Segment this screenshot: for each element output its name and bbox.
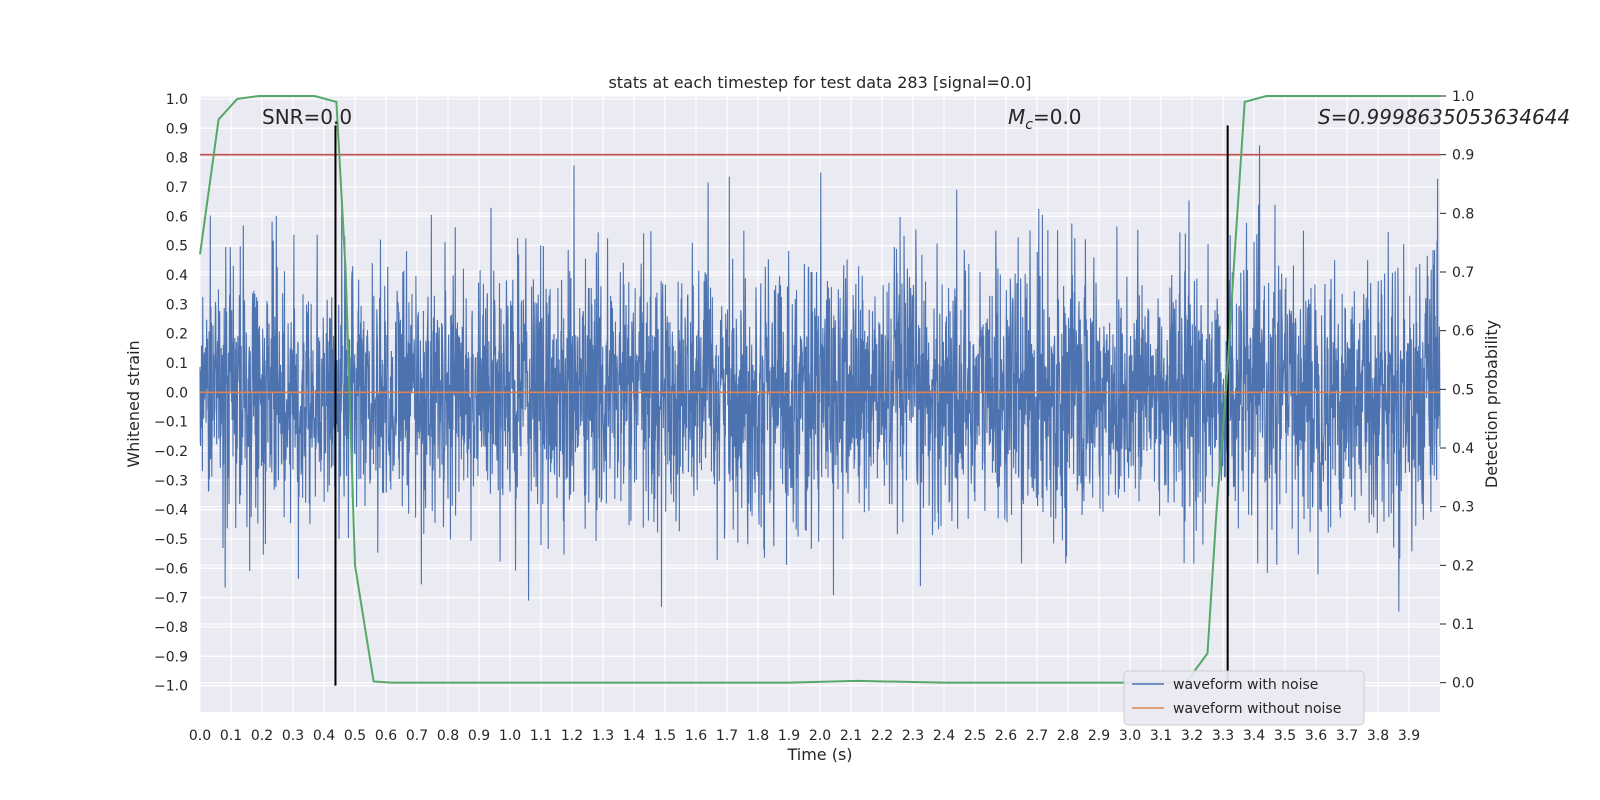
s-annotation: S=0.9998635053634644 [1318, 105, 1570, 129]
x-tick-label: 3.8 [1367, 728, 1389, 744]
x-tick-label: 3.3 [1212, 728, 1234, 744]
waveform-with-noise-series [199, 145, 1441, 612]
y2-tick-label: 1.0 [1452, 89, 1474, 105]
x-tick-label: 3.7 [1336, 728, 1358, 744]
snr-annotation: SNR=0.0 [262, 105, 352, 129]
x-tick-label: 1.0 [499, 728, 521, 744]
y-tick-label: 0.7 [166, 180, 188, 196]
chart-title: stats at each timestep for test data 283… [608, 73, 1031, 92]
x-tick-label: 0.6 [375, 728, 397, 744]
x-tick-label: 2.3 [902, 728, 924, 744]
y2-tick-label: 0.1 [1452, 617, 1474, 633]
y-tick-label: 0.8 [166, 151, 188, 167]
x-axis-label: Time (s) [786, 745, 852, 764]
x-tick-label: 2.6 [995, 728, 1017, 744]
x-tick-label: 1.5 [654, 728, 676, 744]
y2-axis-ticks: 1.0 0.9 0.8 0.7 0.6 0.5 0.4 0.3 0.2 0.1 0.0 [1440, 89, 1474, 692]
x-tick-label: 2.2 [871, 728, 893, 744]
y-tick-label: 0.2 [166, 327, 188, 343]
y-tick-label: −0.5 [154, 532, 188, 548]
y-tick-label: −0.2 [154, 444, 188, 460]
noise-waveform-line [199, 145, 1441, 612]
y-tick-label: −0.6 [154, 561, 188, 577]
x-tick-label: 3.9 [1398, 728, 1420, 744]
probability-line [199, 95, 1440, 684]
y-tick-label: −0.1 [154, 415, 188, 431]
y2-tick-label: 0.0 [1452, 676, 1474, 692]
x-tick-label: 0.4 [313, 728, 335, 744]
y2-tick-label: 0.6 [1452, 324, 1474, 340]
x-tick-label: 3.6 [1305, 728, 1327, 744]
y-tick-label: −0.8 [154, 620, 188, 636]
x-tick-label: 2.7 [1026, 728, 1048, 744]
x-tick-label: 1.7 [716, 728, 738, 744]
x-tick-label: 0.5 [344, 728, 366, 744]
x-axis-ticks: 0.0 0.1 0.2 0.3 0.4 0.5 0.6 0.7 0.8 0.9 1.0 1.1 1.2 1… [189, 728, 1420, 744]
y2-tick-label: 0.5 [1452, 382, 1474, 398]
marker-lines [334, 125, 1229, 686]
x-tick-label: 2.9 [1088, 728, 1110, 744]
x-tick-label: 1.4 [623, 728, 645, 744]
x-tick-label: 0.7 [406, 728, 428, 744]
chirp-mass-annotation: Mc=0.0 [1008, 105, 1082, 133]
y2-tick-label: 0.2 [1452, 558, 1474, 574]
x-tick-label: 0.8 [437, 728, 459, 744]
x-tick-label: 2.1 [840, 728, 862, 744]
chirp-mass-symbol: M [1008, 105, 1025, 129]
x-tick-label: 3.5 [1274, 728, 1296, 744]
x-tick-label: 1.9 [778, 728, 800, 744]
y-tick-label: 0.0 [166, 385, 188, 401]
x-tick-label: 0.3 [282, 728, 304, 744]
x-tick-label: 1.6 [685, 728, 707, 744]
x-tick-label: 2.8 [1057, 728, 1079, 744]
legend: waveform with noise waveform without noi… [1123, 670, 1365, 726]
x-tick-label: 2.0 [809, 728, 831, 744]
y-tick-label: 0.5 [166, 239, 188, 255]
x-tick-label: 2.5 [964, 728, 986, 744]
y-tick-label: 0.4 [166, 268, 188, 284]
y-tick-label: 0.1 [166, 356, 188, 372]
y2-tick-label: 0.3 [1452, 500, 1474, 516]
x-tick-label: 3.1 [1150, 728, 1172, 744]
x-tick-label: 2.4 [933, 728, 955, 744]
legend-label-clean: waveform without noise [1173, 701, 1341, 717]
x-tick-label: 3.4 [1243, 728, 1265, 744]
x-tick-label: 1.1 [530, 728, 552, 744]
detection-probability-series [199, 95, 1440, 684]
x-tick-label: 0.2 [251, 728, 273, 744]
y-tick-label: −0.7 [154, 591, 188, 607]
legend-box [1123, 670, 1365, 726]
x-tick-label: 0.1 [220, 728, 242, 744]
y-tick-label: −1.0 [154, 679, 188, 695]
x-tick-label: 1.2 [561, 728, 583, 744]
y-axis-ticks: 1.0 0.9 0.8 0.7 0.6 0.5 0.4 0.3 0.2 0.1 0.0 −0.1 −0.… [154, 92, 188, 695]
y-tick-label: 0.6 [166, 209, 188, 225]
chirp-mass-subscript: c [1025, 117, 1033, 133]
y2-axis-label: Detection probability [1482, 320, 1501, 488]
y-tick-label: 0.3 [166, 297, 188, 313]
x-tick-label: 0.9 [468, 728, 490, 744]
x-tick-label: 0.0 [189, 728, 211, 744]
y2-tick-label: 0.9 [1452, 148, 1474, 164]
y-tick-label: −0.9 [154, 649, 188, 665]
y-tick-label: 0.9 [166, 121, 188, 137]
y-tick-label: −0.3 [154, 473, 188, 489]
legend-label-noise: waveform with noise [1173, 677, 1318, 693]
x-tick-label: 3.2 [1181, 728, 1203, 744]
y-tick-label: 1.0 [166, 92, 188, 108]
chirp-mass-value: =0.0 [1033, 105, 1082, 129]
y2-tick-label: 0.7 [1452, 265, 1474, 281]
y-axis-label: Whitened strain [124, 340, 143, 467]
x-tick-label: 1.3 [592, 728, 614, 744]
x-tick-label: 1.8 [747, 728, 769, 744]
y2-tick-label: 0.4 [1452, 441, 1474, 457]
y-tick-label: −0.4 [154, 503, 188, 519]
y2-tick-label: 0.8 [1452, 206, 1474, 222]
x-tick-label: 3.0 [1119, 728, 1141, 744]
